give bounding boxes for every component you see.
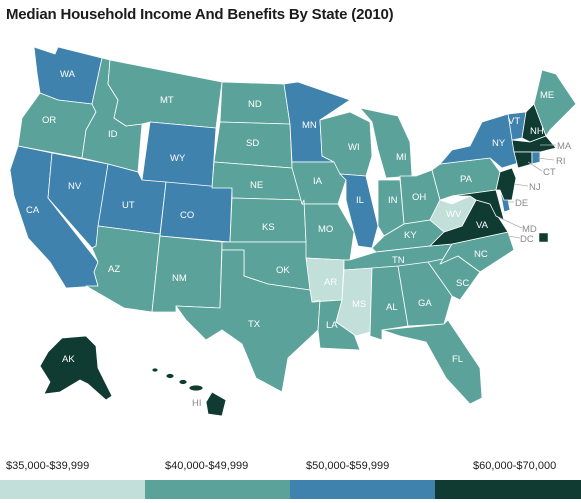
label-TX: TX <box>248 319 261 330</box>
state-MD[interactable] <box>451 189 505 221</box>
label-OH: OH <box>412 192 426 203</box>
label-TN: TN <box>392 255 405 266</box>
label-CA: CA <box>26 205 40 216</box>
us-map-svg: WA OR CA NV ID MT WY UT CO AZ NM ND SD N… <box>9 46 577 417</box>
state-AK[interactable] <box>39 335 113 401</box>
label-NY: NY <box>492 138 506 149</box>
state-FL[interactable] <box>381 319 483 405</box>
label-ID: ID <box>108 129 118 140</box>
label-AR: AR <box>324 277 337 288</box>
label-MN: MN <box>302 120 317 131</box>
label-CO: CO <box>180 210 194 221</box>
label-MT: MT <box>160 95 174 106</box>
label-IL: IL <box>356 195 364 206</box>
label-PA: PA <box>460 174 473 185</box>
label-HI: HI <box>192 398 202 409</box>
label-NE: NE <box>250 180 263 191</box>
label-MA: MA <box>557 141 572 152</box>
hawaii-island <box>188 384 204 392</box>
state-HI[interactable] <box>205 391 227 417</box>
us-map: WA OR CA NV ID MT WY UT CO AZ NM ND SD N… <box>0 40 581 460</box>
label-FL: FL <box>452 354 463 365</box>
legend: $35,000-$39,999 $40,000-$49,999 $50,000-… <box>0 460 581 503</box>
label-AK: AK <box>62 354 75 365</box>
leader-lines <box>499 144 556 239</box>
hawaii-island <box>151 367 159 373</box>
hawaii-island <box>178 379 188 385</box>
label-ND: ND <box>248 99 262 110</box>
state-MT[interactable] <box>107 59 223 129</box>
label-VA: VA <box>476 220 489 231</box>
label-MD: MD <box>522 224 537 235</box>
state-DC[interactable] <box>538 232 549 243</box>
state-AZ[interactable] <box>85 225 161 313</box>
label-KS: KS <box>262 222 275 233</box>
label-AL: AL <box>386 302 398 313</box>
label-WV: WV <box>446 209 462 220</box>
state-NM[interactable] <box>151 235 223 313</box>
label-IN: IN <box>388 195 398 206</box>
state-CT[interactable] <box>513 151 533 169</box>
state-RI[interactable] <box>531 151 541 165</box>
label-KY: KY <box>404 230 417 241</box>
legend-swatch-2 <box>145 480 290 499</box>
label-NJ: NJ <box>529 182 541 193</box>
label-WA: WA <box>60 69 76 80</box>
legend-label-3: $50,000-$59,999 <box>306 460 390 472</box>
legend-swatch-4 <box>435 480 581 499</box>
state-GA[interactable] <box>397 261 453 327</box>
label-DC: DC <box>520 234 534 245</box>
label-WI: WI <box>348 142 360 153</box>
label-DE: DE <box>515 198 528 209</box>
legend-label-1: $35,000-$39,999 <box>6 460 90 472</box>
state-labels: WA OR CA NV ID MT WY UT CO AZ NM ND SD N… <box>26 69 572 409</box>
state-IL[interactable] <box>339 173 379 249</box>
label-OR: OR <box>42 115 56 126</box>
legend-label-4: $60,000-$70,000 <box>473 460 557 472</box>
legend-swatch-1 <box>0 480 145 499</box>
label-GA: GA <box>418 298 432 309</box>
label-NH: NH <box>530 126 544 137</box>
label-NM: NM <box>172 273 187 284</box>
state-CO[interactable] <box>159 181 233 243</box>
state-MI[interactable] <box>359 107 413 179</box>
map-title: Median Household Income And Benefits By … <box>6 6 394 23</box>
state-KS[interactable] <box>229 197 307 243</box>
label-VT: VT <box>508 116 520 127</box>
label-UT: UT <box>122 200 135 211</box>
legend-label-2: $40,000-$49,999 <box>165 460 249 472</box>
label-SC: SC <box>456 278 469 289</box>
label-CT: CT <box>543 167 556 178</box>
state-NJ[interactable] <box>495 167 517 201</box>
label-OK: OK <box>276 265 290 276</box>
label-RI: RI <box>556 156 566 167</box>
label-NV: NV <box>68 181 82 192</box>
state-TX[interactable] <box>175 249 321 393</box>
label-ME: ME <box>540 90 554 101</box>
label-LA: LA <box>326 320 338 331</box>
label-IA: IA <box>313 176 323 187</box>
label-SD: SD <box>246 138 259 149</box>
legend-swatch-3 <box>290 480 435 499</box>
label-AZ: AZ <box>108 264 120 275</box>
label-MI: MI <box>396 152 407 163</box>
label-MO: MO <box>318 224 333 235</box>
label-MS: MS <box>352 299 366 310</box>
label-WY: WY <box>170 153 186 164</box>
hawaii-island <box>165 373 175 379</box>
label-NC: NC <box>474 249 488 260</box>
